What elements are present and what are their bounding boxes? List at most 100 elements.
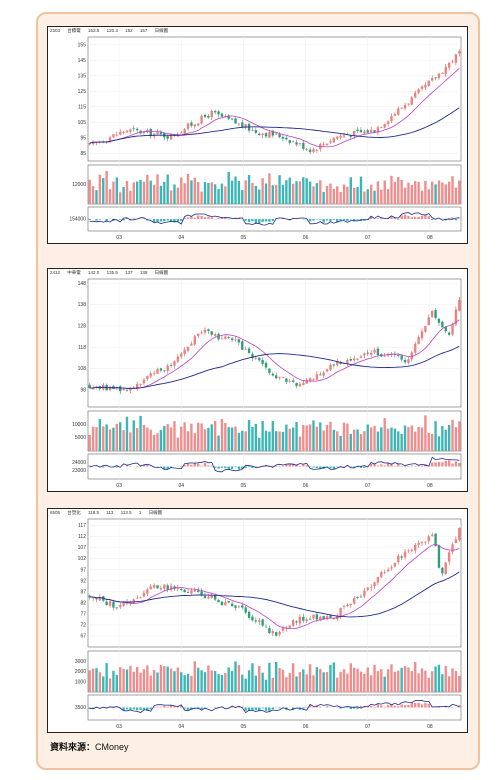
price-tick-label: 72 xyxy=(80,622,86,628)
oscillator-bar xyxy=(393,217,397,219)
candle xyxy=(397,108,400,115)
candle xyxy=(352,598,356,604)
candle xyxy=(403,551,407,558)
volume-bar xyxy=(220,183,224,204)
volume-bar xyxy=(217,674,220,692)
volume-bar xyxy=(322,191,325,204)
volume-bar xyxy=(95,427,98,451)
candle xyxy=(441,567,444,574)
volume-bar xyxy=(393,428,397,451)
volume-bar xyxy=(247,174,251,204)
candle xyxy=(315,614,319,620)
candle xyxy=(414,343,417,353)
volume-bar xyxy=(319,422,322,451)
volume-bar xyxy=(129,665,132,692)
volume-bar xyxy=(258,189,261,204)
oscillator-bar xyxy=(197,215,200,219)
candle xyxy=(108,137,112,143)
volume-bar xyxy=(376,181,380,204)
volume-bar xyxy=(376,671,380,692)
candle xyxy=(275,133,278,135)
oscillator-bar xyxy=(298,465,302,467)
volume-bar xyxy=(383,180,386,204)
oscillator-bar xyxy=(169,704,173,708)
volume-bar xyxy=(271,185,274,204)
volume-bar xyxy=(346,673,349,692)
price-tick-label: 85 xyxy=(80,151,86,157)
oscillator-bar xyxy=(356,466,359,468)
volume-bar xyxy=(288,672,291,692)
stock-name: 台塑化 xyxy=(67,510,81,515)
candle xyxy=(203,595,207,598)
volume-bar xyxy=(98,672,102,692)
candle xyxy=(241,341,244,350)
candle xyxy=(122,388,125,391)
volume-bar xyxy=(410,184,414,204)
oscillator-bar xyxy=(420,704,424,708)
volume-bar xyxy=(332,429,336,451)
oscillator-bar xyxy=(207,216,210,219)
candle xyxy=(430,310,434,317)
candle xyxy=(278,376,281,379)
oscillator-bar xyxy=(427,703,430,708)
volume-bar xyxy=(332,188,336,204)
candle xyxy=(268,131,271,138)
candle xyxy=(91,141,95,144)
chart-pane xyxy=(87,206,462,232)
candle xyxy=(278,631,281,635)
volume-bar xyxy=(95,190,98,204)
candle xyxy=(224,602,227,606)
x-tick-label: 03 xyxy=(116,483,122,489)
volume-bar xyxy=(183,183,186,204)
candle xyxy=(146,376,149,380)
oscillator-bar xyxy=(152,706,156,708)
stock-chart-panel: 2412 中華電 142.0 135.5 137 139 日線圖 98 108 11… xyxy=(47,268,468,492)
candle xyxy=(241,605,244,608)
oscillator-bar xyxy=(417,702,420,708)
volume-tick-label: 12000 xyxy=(72,182,86,188)
chart-svg: 67 72 77 82 87 92 97 102 107 112 117 03 04 05 06 07 08 30… xyxy=(75,518,462,730)
candle xyxy=(451,324,454,335)
moving-average-long xyxy=(89,345,460,389)
volume-bar xyxy=(213,420,217,451)
volume-bar xyxy=(407,427,410,451)
chart-header: 2303 台積電 153.5 120.3 152 157 日線圖 xyxy=(50,28,174,34)
candle xyxy=(376,348,380,356)
volume-bar xyxy=(380,669,383,692)
volume-bar xyxy=(234,426,237,451)
oscillator-bar xyxy=(237,466,241,470)
volume-bar xyxy=(373,190,376,204)
candle xyxy=(258,620,261,622)
oscillator-bar xyxy=(105,219,108,222)
volume-bar xyxy=(312,675,315,692)
oscillator-tick-label: 3500 xyxy=(75,705,86,711)
candle xyxy=(149,586,152,590)
stock-name: 中華電 xyxy=(67,270,81,275)
candle xyxy=(258,357,261,361)
oscillator-bar xyxy=(403,214,407,219)
oscillator-bar xyxy=(325,219,329,221)
candle xyxy=(332,618,336,620)
oscillator-bar xyxy=(332,219,336,220)
volume-tick-label: 10000 xyxy=(72,422,86,428)
volume-bar xyxy=(207,665,210,692)
candle xyxy=(152,585,156,588)
oscillator-bar xyxy=(312,219,315,221)
volume-bar xyxy=(427,677,430,692)
volume-bar xyxy=(302,177,305,204)
x-tick-label: 04 xyxy=(178,724,184,730)
volume-bar xyxy=(366,424,369,451)
volume-bar xyxy=(319,180,322,204)
volume-bar xyxy=(454,187,458,204)
oscillator-bar xyxy=(125,707,129,710)
oscillator-bar xyxy=(186,463,190,467)
candle xyxy=(329,615,332,619)
volume-bar xyxy=(359,671,363,692)
oscillator-bar xyxy=(197,463,200,467)
chart-pane xyxy=(87,410,462,452)
candle xyxy=(244,124,247,128)
chart-header: 2412 中華電 142.0 135.5 137 139 日線圖 xyxy=(50,270,174,276)
oscillator-bar xyxy=(244,466,247,468)
volume-bar xyxy=(112,181,115,204)
candle xyxy=(149,128,152,137)
